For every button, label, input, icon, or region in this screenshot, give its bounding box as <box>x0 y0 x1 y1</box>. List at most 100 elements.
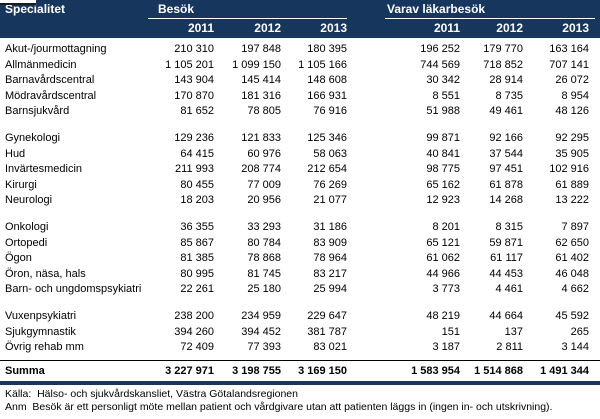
lakarbesok-2012-cell: 44 664 <box>489 309 523 322</box>
besok-2013-cell: 58 063 <box>313 147 347 160</box>
lakarbesok-2013-cell: 26 072 <box>555 74 589 87</box>
table-row: Vuxenpsykiatri 238 200 234 959 229 647 48 21… <box>0 309 600 325</box>
besok-2012-cell: 181 316 <box>241 89 281 102</box>
table-row: Gynekologi 129 236 121 833 125 346 99 871 92 … <box>0 131 600 147</box>
lakarbesok-2012-cell: 97 451 <box>489 163 523 176</box>
table-row: Neurologi 18 203 20 956 21 077 12 923 14 268 1… <box>0 193 600 209</box>
specialty-cell: Öron, näsa, hals <box>5 267 86 280</box>
lakarbesok-2011-cell: 12 923 <box>426 194 460 207</box>
table-row: Allmänmedicin 1 105 201 1 099 150 1 105 166… <box>0 58 600 74</box>
lakarbesok-2012-cell: 8 735 <box>495 89 523 102</box>
lakarbesok-2013-cell: 707 141 <box>549 58 589 71</box>
specialty-cell: Invärtesmedicin <box>5 163 83 176</box>
besok-2012-cell: 60 976 <box>247 147 281 160</box>
header-year-row: 2011 2012 2013 2011 2012 2013 <box>0 19 600 38</box>
table-row: Barnsjukvård 81 652 78 805 76 916 51 988 49 4… <box>0 104 600 120</box>
table-row: Invärtesmedicin 211 993 208 774 212 654 98 7… <box>0 162 600 178</box>
lakarbesok-2013-cell: 7 897 <box>561 220 589 233</box>
table-row: Onkologi 36 355 33 293 31 186 8 201 8 315 7 89… <box>0 220 600 236</box>
specialty-cell: Onkologi <box>5 220 49 233</box>
lakarbesok-2011-cell: 61 062 <box>426 252 460 265</box>
lakarbesok-2012-cell: 61 878 <box>489 178 523 191</box>
table-row: Kirurgi 80 455 77 009 76 269 65 162 61 878 61 … <box>0 178 600 194</box>
table-row: Övrig rehab mm 72 409 77 393 83 021 3 187 2 8… <box>0 340 600 356</box>
besok-2011-cell: 81 652 <box>180 105 214 118</box>
table-footnotes: Källa: Hälso- och sjukvårdskansliet, Väs… <box>0 388 600 414</box>
besok-2013-cell: 381 787 <box>307 325 347 338</box>
lakarbesok-2012-cell: 44 453 <box>489 267 523 280</box>
lakarbesok-2011-cell: 8 551 <box>432 89 460 102</box>
lakarbesok-2012-cell: 92 166 <box>489 131 523 144</box>
summa-row: Summa 3 227 971 3 198 755 3 169 150 1 58… <box>0 359 600 385</box>
lakarbesok-2012-cell: 2 811 <box>496 341 523 354</box>
column-header-besok-2012: 2012 <box>254 21 281 35</box>
besok-2013-cell: 212 654 <box>307 163 347 176</box>
lakarbesok-2011-cell: 3 187 <box>432 341 460 354</box>
besok-2012-cell: 20 956 <box>247 194 281 207</box>
lakarbesok-2013-cell: 35 905 <box>555 147 589 160</box>
specialty-cell: Ortopedi <box>5 236 48 249</box>
lakarbesok-2011-cell: 65 121 <box>426 236 460 249</box>
table-body: Akut-/jourmottagning 210 310 197 848 180 39… <box>0 38 600 356</box>
besok-2012-cell: 80 784 <box>247 236 281 249</box>
specialty-cell: Mödravårdscentral <box>5 89 97 102</box>
besok-2011-cell: 72 409 <box>180 341 214 354</box>
besok-2012-cell: 77 393 <box>247 341 281 354</box>
lakarbesok-2011-cell: 8 201 <box>432 220 460 233</box>
besok-2013-cell: 1 105 166 <box>298 58 347 71</box>
besok-2011-cell: 81 385 <box>180 252 214 265</box>
table-row: Sjukgymnastik 394 260 394 452 381 787 151 137… <box>0 325 600 341</box>
besok-2011-cell: 85 867 <box>180 236 214 249</box>
lakarbesok-2011-cell: 44 966 <box>426 267 460 280</box>
specialty-cell: Allmänmedicin <box>5 58 77 71</box>
besok-2011-cell: 1 105 201 <box>165 58 214 71</box>
besok-2012-cell: 121 833 <box>241 131 281 144</box>
lakarbesok-2012-cell: 8 315 <box>495 220 523 233</box>
specialty-cell: Ögon <box>5 252 32 265</box>
besok-2012-cell: 145 414 <box>241 74 281 87</box>
besok-2011-cell: 36 355 <box>180 220 214 233</box>
lakarbesok-2013-cell: 45 592 <box>555 309 589 322</box>
lakarbesok-2013-cell: 61 889 <box>555 178 589 191</box>
besok-2011-cell: 238 200 <box>174 309 214 322</box>
besok-2012-cell: 208 774 <box>241 163 281 176</box>
besok-2013-cell: 83 021 <box>313 341 347 354</box>
lakarbesok-2011-cell: 30 342 <box>426 74 460 87</box>
corner-notch <box>0 0 36 5</box>
besok-2013-cell: 76 269 <box>313 178 347 191</box>
lakarbesok-2011-cell: 40 841 <box>426 147 460 160</box>
row-group: Gynekologi 129 236 121 833 125 346 99 871 92 … <box>0 131 600 209</box>
column-header-varav-2013: 2013 <box>562 21 589 35</box>
specialty-cell: Sjukgymnastik <box>5 325 76 338</box>
specialty-cell: Barn- och ungdomspsykiatri <box>5 283 142 296</box>
lakarbesok-2011-cell: 65 162 <box>426 178 460 191</box>
lakarbesok-2013-cell: 4 662 <box>561 283 589 296</box>
specialty-cell: Övrig rehab mm <box>5 341 84 354</box>
specialty-cell: Barnsjukvård <box>5 105 70 118</box>
besok-2012-cell: 78 868 <box>247 252 281 265</box>
column-header-specialitet: Specialitet <box>5 2 66 16</box>
besok-2013-cell: 21 077 <box>313 194 347 207</box>
specialty-cell: Kirurgi <box>5 178 37 191</box>
besok-2011-cell: 129 236 <box>174 131 214 144</box>
table-row: Akut-/jourmottagning 210 310 197 848 180 39… <box>0 42 600 58</box>
besok-2011-cell: 170 870 <box>174 89 214 102</box>
lakarbesok-2012-cell: 4 461 <box>495 283 523 296</box>
table-row: Ortopedi 85 867 80 784 83 909 65 121 59 871 62… <box>0 236 600 252</box>
besok-2013-cell: 76 916 <box>313 105 347 118</box>
specialty-cell: Hud <box>5 147 26 160</box>
row-group: Onkologi 36 355 33 293 31 186 8 201 8 315 7 89… <box>0 220 600 298</box>
besok-2013-cell: 83 909 <box>313 236 347 249</box>
lakarbesok-2013-cell: 8 954 <box>561 89 589 102</box>
column-header-varav-2012: 2012 <box>496 21 523 35</box>
specialty-cell: Akut-/jourmottagning <box>5 43 107 55</box>
besok-2012-cell: 25 180 <box>247 283 281 296</box>
lakarbesok-2011-cell: 744 569 <box>420 58 460 71</box>
header-group-row: Specialitet Besök Varav läkarbesök <box>0 0 600 19</box>
definition-note: Anm Besök är ett personligt möte mellan … <box>5 400 553 413</box>
lakarbesok-2011-cell: 98 775 <box>426 163 460 176</box>
besok-2011-cell: 394 260 <box>174 325 214 338</box>
summa-besok-2011: 3 227 971 <box>165 364 214 377</box>
column-header-besok-2011: 2011 <box>187 21 214 35</box>
